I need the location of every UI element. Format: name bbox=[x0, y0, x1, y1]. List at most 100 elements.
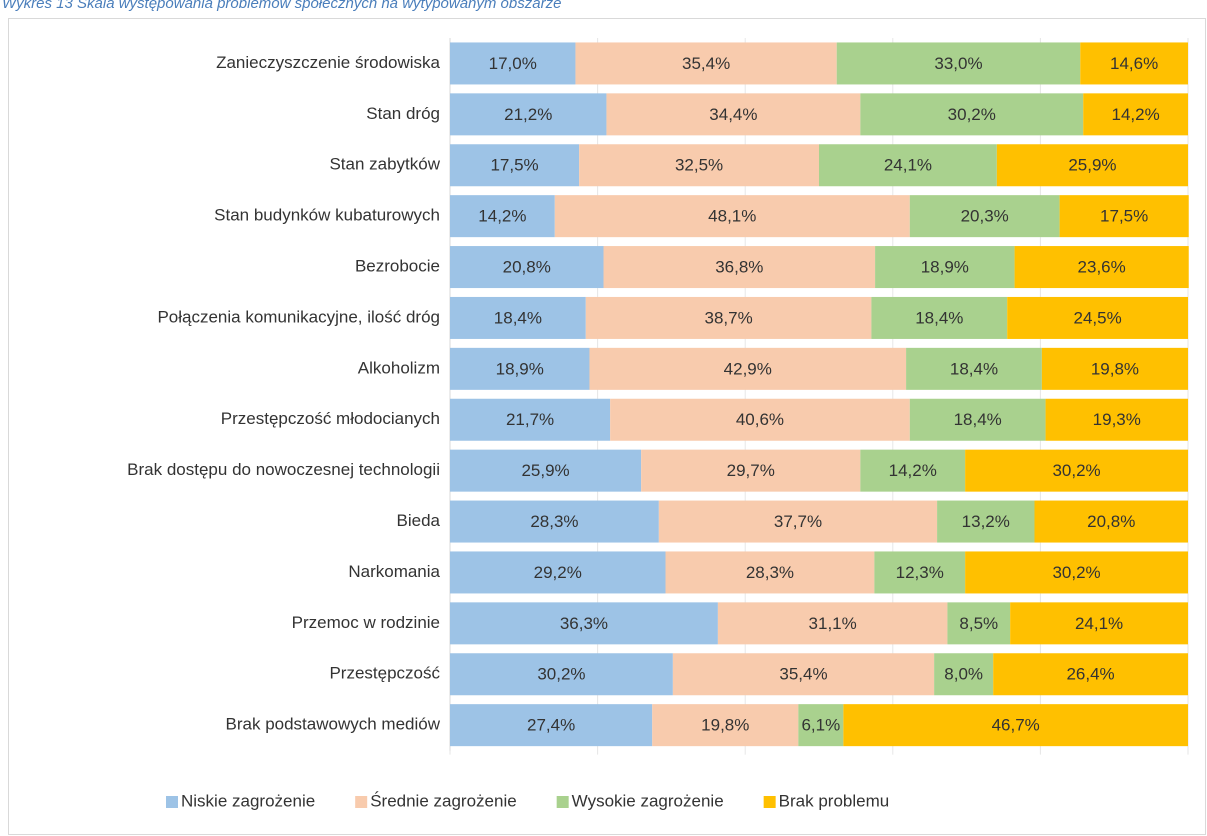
bar-segment bbox=[450, 500, 659, 543]
bar-segment bbox=[1041, 347, 1188, 390]
bar-segment bbox=[909, 195, 1060, 238]
data-label: 14,6% bbox=[1110, 54, 1158, 73]
data-label: 21,2% bbox=[504, 105, 552, 124]
y-tick-label: Stan dróg bbox=[366, 104, 440, 123]
y-tick-label: Przemoc w rodzinie bbox=[292, 613, 440, 632]
data-label: 38,7% bbox=[704, 308, 752, 327]
bar-segment bbox=[909, 398, 1046, 441]
legend-swatch bbox=[166, 796, 178, 808]
data-label: 19,3% bbox=[1093, 410, 1141, 429]
data-label: 8,0% bbox=[944, 665, 983, 684]
bar-segment bbox=[836, 42, 1081, 85]
data-label: 42,9% bbox=[724, 359, 772, 378]
y-tick-label: Bezrobocie bbox=[355, 257, 440, 276]
bar-segment bbox=[589, 347, 907, 390]
y-tick-label: Przestępczość młodocianych bbox=[221, 409, 440, 428]
data-label: 18,4% bbox=[494, 308, 542, 327]
bar-segment bbox=[450, 42, 576, 85]
data-label: 8,5% bbox=[959, 614, 998, 633]
data-label: 36,3% bbox=[560, 614, 608, 633]
y-tick-label: Zanieczyszczenie środowiska bbox=[216, 53, 440, 72]
bar-segment bbox=[450, 246, 604, 289]
data-label: 36,8% bbox=[715, 258, 763, 277]
bar-segment bbox=[906, 347, 1042, 390]
bar-segment bbox=[965, 551, 1188, 594]
bar-segment bbox=[875, 246, 1015, 289]
data-label: 34,4% bbox=[709, 105, 757, 124]
bar-segment bbox=[993, 653, 1188, 696]
bar-segment bbox=[1034, 500, 1188, 543]
bar-segment bbox=[819, 144, 997, 187]
bar-segment bbox=[934, 653, 994, 696]
data-label: 40,6% bbox=[736, 410, 784, 429]
data-label: 20,3% bbox=[961, 207, 1009, 226]
data-label: 18,4% bbox=[950, 359, 998, 378]
data-label: 12,3% bbox=[896, 563, 944, 582]
data-label: 24,5% bbox=[1073, 308, 1121, 327]
data-label: 35,4% bbox=[682, 54, 730, 73]
bar-segment bbox=[450, 144, 580, 187]
data-label: 21,7% bbox=[506, 410, 554, 429]
legend-label: Brak problemu bbox=[779, 791, 890, 810]
bar-segment bbox=[947, 602, 1011, 645]
data-label: 18,9% bbox=[921, 258, 969, 277]
data-label: 37,7% bbox=[774, 512, 822, 531]
data-label: 35,4% bbox=[779, 665, 827, 684]
legend-swatch bbox=[763, 796, 776, 808]
bar-segment bbox=[1014, 246, 1189, 289]
data-label: 24,1% bbox=[884, 156, 932, 175]
data-label: 31,1% bbox=[809, 614, 857, 633]
data-label: 30,2% bbox=[1052, 461, 1100, 480]
data-label: 6,1% bbox=[801, 716, 840, 735]
bar-segment bbox=[798, 704, 844, 747]
bar-segment bbox=[1007, 296, 1188, 339]
bar-segment bbox=[450, 602, 718, 645]
bar-segment bbox=[717, 602, 948, 645]
data-label: 29,2% bbox=[534, 563, 582, 582]
bar-segment bbox=[606, 93, 861, 136]
data-label: 28,3% bbox=[746, 563, 794, 582]
data-label: 18,4% bbox=[954, 410, 1002, 429]
data-label: 25,9% bbox=[521, 461, 569, 480]
data-label: 17,5% bbox=[1100, 207, 1148, 226]
chart-title: Wykres 13 Skala występowania problemów s… bbox=[2, 0, 561, 12]
data-label: 27,4% bbox=[527, 716, 575, 735]
bar-segment bbox=[965, 449, 1188, 492]
bar-segment bbox=[579, 144, 819, 187]
bar-segment bbox=[585, 296, 872, 339]
data-label: 33,0% bbox=[934, 54, 982, 73]
y-tick-label: Brak podstawowych mediów bbox=[226, 715, 441, 734]
data-label: 32,5% bbox=[675, 156, 723, 175]
bar-segment bbox=[575, 42, 837, 85]
bar-segment bbox=[1080, 42, 1188, 85]
data-label: 25,9% bbox=[1068, 156, 1116, 175]
bar-segment bbox=[665, 551, 875, 594]
data-label: 30,2% bbox=[948, 105, 996, 124]
bar-segment bbox=[874, 551, 966, 594]
data-label: 19,8% bbox=[1091, 359, 1139, 378]
data-label: 48,1% bbox=[708, 207, 756, 226]
bar-segment bbox=[450, 93, 607, 136]
y-tick-label: Alkoholizm bbox=[358, 358, 440, 377]
bar-segment bbox=[450, 398, 611, 441]
data-label: 14,2% bbox=[889, 461, 937, 480]
legend-swatch bbox=[556, 796, 569, 808]
data-label: 17,5% bbox=[490, 156, 538, 175]
bar-segment bbox=[450, 195, 555, 238]
legend-label: Niskie zagrożenie bbox=[181, 791, 315, 810]
bar-segment bbox=[996, 144, 1188, 187]
data-label: 29,7% bbox=[727, 461, 775, 480]
data-label: 24,1% bbox=[1075, 614, 1123, 633]
bar-segment bbox=[450, 551, 666, 594]
data-label: 13,2% bbox=[962, 512, 1010, 531]
bar-segment bbox=[450, 347, 590, 390]
data-label: 46,7% bbox=[992, 716, 1040, 735]
data-label: 23,6% bbox=[1078, 258, 1126, 277]
data-label: 18,4% bbox=[915, 308, 963, 327]
bar-segment bbox=[937, 500, 1035, 543]
bar-segment bbox=[1059, 195, 1189, 238]
data-label: 18,9% bbox=[496, 359, 544, 378]
data-label: 19,8% bbox=[701, 716, 749, 735]
bar-segment bbox=[450, 296, 586, 339]
